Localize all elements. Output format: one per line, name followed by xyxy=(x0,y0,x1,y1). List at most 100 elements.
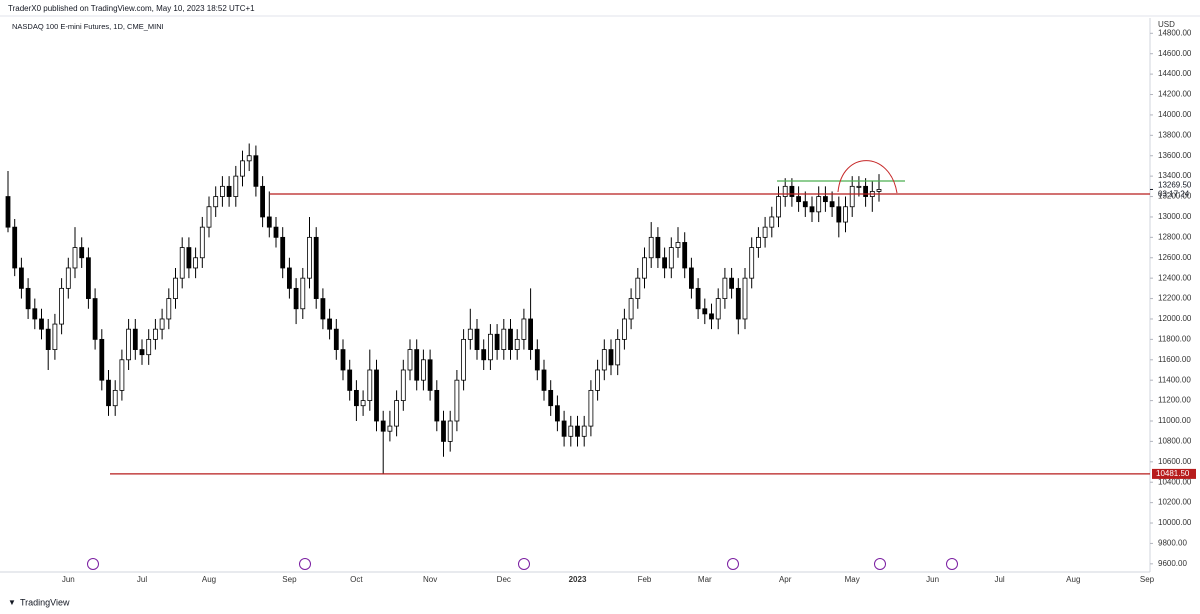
candle-body xyxy=(320,298,326,320)
candle-body xyxy=(467,328,473,340)
candle-body xyxy=(729,277,734,289)
y-tick-label: 11800.00 xyxy=(1158,334,1191,343)
candle-body xyxy=(99,338,105,381)
brand-logo: ▼ xyxy=(8,598,16,607)
candle-body xyxy=(809,206,815,213)
x-tick-label: Jun xyxy=(926,575,939,584)
x-tick-label: Jul xyxy=(994,575,1004,584)
candle-body xyxy=(836,206,842,223)
arc-drawing xyxy=(837,160,898,194)
y-tick-label: 9600.00 xyxy=(1158,559,1187,568)
candle-body xyxy=(548,389,554,407)
candle-body xyxy=(608,349,614,366)
candle-body xyxy=(5,196,11,228)
candle-body xyxy=(347,369,353,391)
candle-body xyxy=(166,298,172,320)
candle-body xyxy=(266,216,272,228)
candle-body xyxy=(635,277,641,299)
x-tick-label: Apr xyxy=(779,575,792,584)
y-tick-label: 14800.00 xyxy=(1158,28,1192,37)
candle-body xyxy=(159,318,165,330)
brand: TradingView xyxy=(20,597,70,607)
candle-body xyxy=(219,185,225,197)
candle-body xyxy=(642,257,647,279)
candle-body xyxy=(427,359,433,391)
candle-body xyxy=(146,338,152,356)
candle-body xyxy=(126,328,131,361)
last-price-label: 13269.50 xyxy=(1158,181,1192,190)
candle-body xyxy=(749,247,755,279)
y-tick-label: 11200.00 xyxy=(1158,396,1191,405)
candle-body xyxy=(360,400,366,407)
candle-body xyxy=(789,185,795,197)
event-icon[interactable] xyxy=(727,558,739,570)
y-tick-label: 11000.00 xyxy=(1158,416,1191,425)
candle-body xyxy=(420,359,426,381)
candle-body xyxy=(675,242,681,248)
candle-body xyxy=(601,349,607,371)
currency: USD xyxy=(1158,20,1175,29)
candle-body xyxy=(112,389,118,407)
candle-body xyxy=(581,425,587,437)
y-tick-label: 12200.00 xyxy=(1158,294,1192,303)
candle-body xyxy=(59,287,64,325)
y-tick-label: 14400.00 xyxy=(1158,69,1192,78)
candle-body xyxy=(407,349,413,371)
candle-body xyxy=(394,400,400,427)
candle-body xyxy=(260,185,266,218)
candle-body xyxy=(648,236,654,259)
candle-body xyxy=(849,185,855,208)
event-icons xyxy=(87,558,958,570)
candle-body xyxy=(333,328,339,350)
candle-body xyxy=(45,328,51,350)
candle-body xyxy=(186,247,192,269)
event-icon[interactable] xyxy=(946,558,958,570)
candle-body xyxy=(487,333,493,361)
candle-body xyxy=(461,338,467,381)
x-tick-label: Jul xyxy=(137,575,147,584)
chart-title: NASDAQ 100 E-mini Futures, 1D, CME_MINI xyxy=(12,22,164,31)
event-icon[interactable] xyxy=(518,558,530,570)
candle-body xyxy=(380,420,386,432)
candle-body xyxy=(18,267,24,289)
candle-body xyxy=(193,257,199,269)
y-tick-label: 12400.00 xyxy=(1158,273,1192,282)
candle-body xyxy=(25,287,31,310)
candle-body xyxy=(534,349,540,371)
candle-body xyxy=(843,206,848,223)
candle-body xyxy=(313,236,319,299)
candle-body xyxy=(555,405,560,422)
candle-body xyxy=(689,267,694,289)
candle-body xyxy=(856,185,862,188)
candle-body xyxy=(769,216,775,228)
candle-body xyxy=(541,369,547,391)
candle-body xyxy=(79,247,85,259)
event-icon[interactable] xyxy=(87,558,99,570)
y-tick-label: 13600.00 xyxy=(1158,151,1192,160)
event-icon[interactable] xyxy=(874,558,886,570)
y-tick-label: 10600.00 xyxy=(1158,457,1192,466)
candle-body xyxy=(52,323,58,350)
candle-body xyxy=(702,308,708,315)
candle-body xyxy=(782,185,788,197)
candle-body xyxy=(494,333,500,350)
candle-body xyxy=(226,185,232,197)
candle-body xyxy=(246,155,252,162)
candle-body xyxy=(588,389,594,427)
x-tick-label: Oct xyxy=(350,575,363,584)
candle-body xyxy=(253,155,259,187)
candle-body xyxy=(280,236,286,269)
candle-body xyxy=(414,349,420,381)
candle-body xyxy=(92,298,98,340)
candle-body xyxy=(863,185,868,197)
candle-body xyxy=(615,338,621,366)
candle-body xyxy=(501,328,507,350)
y-tick-label: 14200.00 xyxy=(1158,90,1192,99)
candle-body xyxy=(86,257,91,299)
event-icon[interactable] xyxy=(299,558,311,570)
y-tick-label: 12600.00 xyxy=(1158,253,1192,262)
y-tick-label: 10000.00 xyxy=(1158,518,1192,527)
candle-body xyxy=(72,247,78,269)
y-tick-label: 10200.00 xyxy=(1158,498,1192,507)
